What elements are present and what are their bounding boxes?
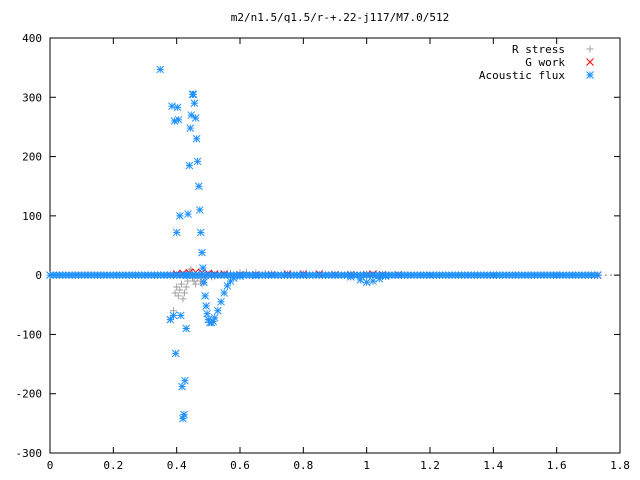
data-point [185, 161, 194, 170]
data-point [179, 295, 187, 303]
data-point [173, 103, 182, 112]
plot-frame [49, 37, 621, 454]
data-point [186, 124, 195, 132]
data-point [176, 286, 184, 294]
data-point [192, 134, 201, 143]
legend-marker [586, 45, 594, 53]
legend-marker [586, 71, 594, 79]
data-point [174, 292, 182, 300]
data-point [175, 212, 184, 220]
data-point [369, 277, 377, 285]
x-tick-label: 0.6 [230, 459, 250, 472]
data-point [171, 349, 180, 358]
data-point [220, 289, 229, 297]
x-tick-label: 1.6 [547, 459, 567, 472]
data-point [217, 297, 225, 306]
y-tick-label: 100 [22, 210, 42, 223]
acoustic-flux-baseline [46, 271, 599, 279]
tick-labels-group: 0 0.2 0.4 0.6 0.8 1 1.2 1.4 1.6 1.84003002001000-… [16, 32, 630, 472]
data-point [189, 90, 198, 99]
data-point [190, 277, 198, 285]
series-acoustic-flux [156, 65, 602, 423]
data-point [195, 206, 204, 214]
data-point [178, 382, 186, 391]
data-point [156, 65, 165, 74]
data-point [194, 182, 203, 191]
x-tick-label: 0.8 [293, 459, 313, 472]
data-point [201, 292, 210, 300]
legend-label: R stress [512, 43, 565, 56]
y-tick-label: -200 [16, 388, 43, 401]
data-point [196, 228, 205, 237]
legend-marker [586, 58, 594, 66]
data-point [172, 228, 181, 237]
legend-label: G work [525, 56, 565, 69]
y-tick-label: 0 [35, 269, 42, 282]
data-point [362, 278, 371, 287]
data-point [182, 324, 191, 333]
data-point [177, 280, 185, 288]
data-point [193, 157, 202, 166]
data-point [198, 248, 206, 257]
data-point [173, 283, 181, 291]
data-point [166, 315, 175, 324]
y-tick-label: 200 [22, 151, 42, 164]
x-tick-label: 1.2 [420, 459, 440, 472]
data-point [200, 278, 208, 287]
y-tick-label: -300 [16, 447, 43, 460]
data-point [191, 114, 200, 122]
data-point [174, 115, 183, 124]
y-tick-label: 300 [22, 91, 42, 104]
x-tick-label: 0.2 [103, 459, 123, 472]
data-point [169, 311, 178, 320]
data-point [171, 289, 179, 297]
data-point [590, 271, 599, 279]
data-point [182, 283, 190, 291]
chart-title: m2/n1.5/q1.5/r-+.22-j117/M7.0/512 [231, 11, 450, 24]
x-tick-label: 0 [47, 459, 54, 472]
data-point [184, 210, 192, 218]
x-tick-label: 1.8 [610, 459, 630, 472]
data-point [203, 309, 211, 318]
legend-label: Acoustic flux [479, 69, 565, 82]
data-point [181, 376, 189, 385]
x-tick-label: 1.4 [483, 459, 503, 472]
data-point [202, 302, 210, 310]
data-point [210, 313, 219, 322]
data-point [223, 281, 232, 290]
data-point [213, 306, 222, 315]
y-tick-label: 400 [22, 32, 42, 45]
y-tick-label: -100 [16, 328, 43, 341]
data-point [184, 277, 192, 285]
data-point [187, 111, 196, 119]
x-tick-label: 0.4 [167, 459, 187, 472]
data-point [190, 99, 199, 108]
data-point [176, 311, 185, 320]
x-tick-label: 1 [363, 459, 370, 472]
axes-group [49, 37, 621, 454]
data-point [181, 289, 189, 297]
data-point [192, 280, 200, 288]
data-marks-group [46, 65, 602, 423]
data-point [199, 264, 207, 272]
data-point [180, 410, 188, 419]
